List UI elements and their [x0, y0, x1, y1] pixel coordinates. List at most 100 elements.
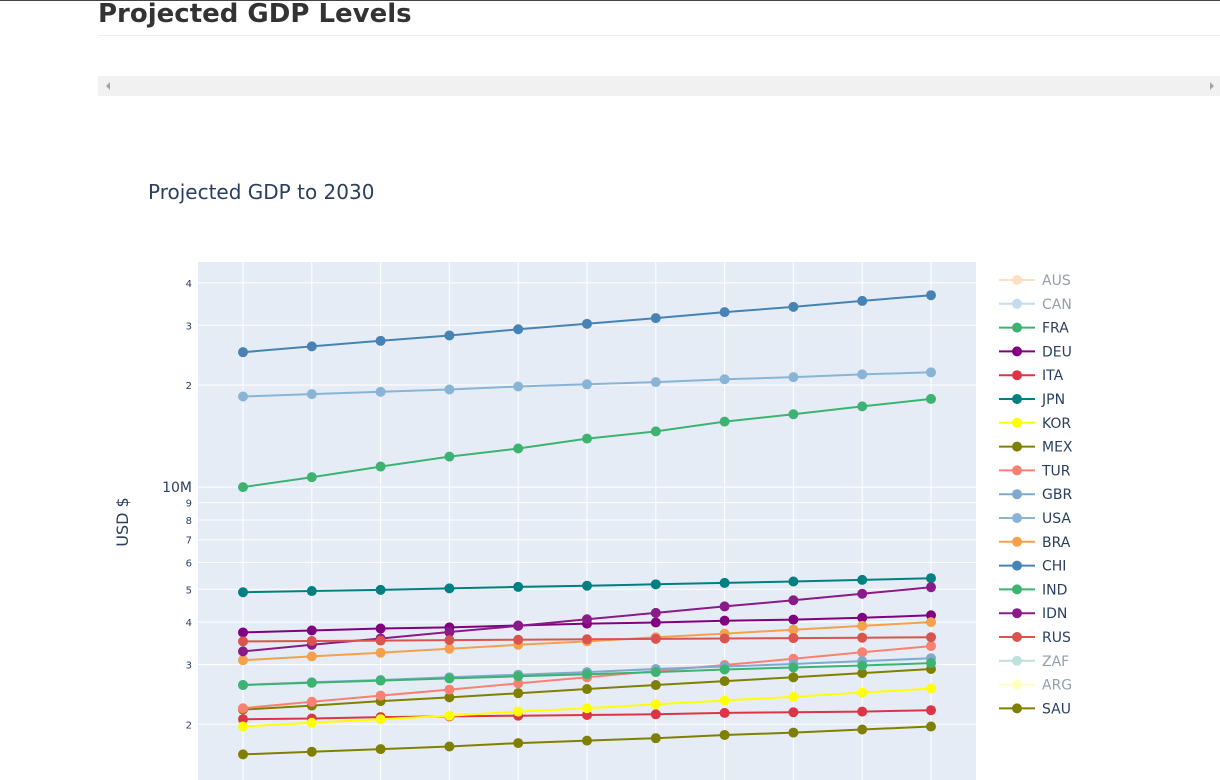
legend-label: DEU [1042, 344, 1072, 360]
legend-item[interactable]: AUS [999, 273, 1071, 289]
legend-label: ARG [1042, 678, 1072, 694]
legend-item[interactable]: USA [999, 511, 1071, 527]
data-point [582, 669, 592, 680]
data-point [650, 607, 661, 618]
scrollbar-track[interactable] [98, 76, 1220, 96]
y-tick-label: 4 [186, 618, 192, 629]
data-point [857, 647, 868, 658]
legend-item[interactable]: GBR [999, 487, 1072, 503]
legend-item[interactable]: ITA [999, 368, 1064, 384]
data-point [444, 627, 455, 638]
legend-label: ZAF [1042, 654, 1069, 670]
legend-item[interactable]: MEX [999, 440, 1073, 456]
legend-label: MEX [1042, 440, 1073, 456]
legend-swatch-dot [1012, 560, 1022, 571]
legend-item[interactable]: DEU [999, 344, 1072, 360]
legend-swatch-dot [1012, 655, 1022, 666]
data-point [857, 668, 868, 679]
legend-item[interactable]: ZAF [999, 654, 1069, 670]
data-point [238, 749, 248, 760]
legend-swatch-dot [1012, 346, 1022, 357]
legend-item[interactable]: CHI [999, 559, 1066, 575]
legend-label: BRA [1042, 535, 1071, 551]
data-point [513, 620, 524, 631]
legend-item[interactable]: IND [999, 582, 1067, 598]
legend-label: USA [1042, 511, 1071, 527]
legend-item[interactable]: SAU [999, 701, 1071, 717]
legend-label: RUS [1042, 630, 1071, 646]
data-point [306, 341, 317, 352]
data-point [306, 389, 317, 400]
y-tick-label: 3 [186, 661, 192, 672]
data-point [238, 703, 248, 714]
data-point [719, 695, 730, 706]
y-tick-label: 6 [186, 558, 192, 569]
data-point [513, 678, 524, 689]
data-point [444, 741, 455, 752]
legend-label: IND [1042, 582, 1067, 598]
data-point [238, 655, 248, 666]
data-point [650, 377, 661, 388]
data-point [375, 386, 386, 397]
y-tick-label: 8 [186, 516, 192, 527]
legend-item[interactable]: CAN [999, 297, 1072, 313]
legend-swatch-dot [1012, 322, 1022, 333]
legend[interactable]: AUS CAN FRA DEU ITA JPN KOR MEX TUR GBR USA BRA CHI I… [999, 273, 1073, 717]
data-point [926, 641, 936, 652]
legend-item[interactable]: RUS [999, 630, 1071, 646]
legend-item[interactable]: IDN [999, 606, 1067, 622]
data-point [375, 714, 386, 725]
data-point [788, 614, 799, 625]
legend-item[interactable]: BRA [999, 535, 1071, 551]
data-point [444, 583, 455, 594]
data-point [306, 746, 317, 757]
data-point [582, 703, 592, 714]
data-point [582, 634, 592, 645]
data-point [788, 372, 799, 383]
scroll-left[interactable] [106, 82, 110, 90]
data-point [238, 636, 248, 647]
data-point [857, 401, 868, 412]
legend-swatch-dot [1012, 632, 1022, 642]
data-point [857, 369, 868, 380]
legend-item[interactable]: JPN [999, 392, 1065, 408]
legend-swatch-dot [1012, 679, 1022, 690]
legend-item[interactable]: TUR [999, 463, 1071, 479]
data-point [650, 680, 661, 691]
data-point [513, 634, 524, 645]
legend-swatch-dot [1012, 536, 1022, 547]
data-point [444, 710, 455, 721]
legend-swatch-dot [1012, 608, 1022, 619]
data-point [444, 635, 455, 646]
data-point [650, 426, 661, 437]
data-point [582, 614, 592, 625]
legend-item[interactable]: KOR [999, 416, 1071, 432]
legend-label: JPN [1041, 392, 1065, 408]
data-point [788, 595, 799, 606]
data-point [788, 633, 799, 644]
scroll-right[interactable] [1210, 82, 1214, 90]
data-point [375, 690, 386, 701]
data-point [926, 658, 936, 669]
data-point [444, 330, 455, 341]
data-point [513, 738, 524, 749]
legend-label: CHI [1042, 559, 1066, 575]
data-point [857, 295, 868, 306]
data-point [582, 379, 592, 390]
data-point [238, 347, 248, 358]
data-point [788, 691, 799, 702]
y-tick-label: 9 [186, 499, 192, 510]
legend-item[interactable]: FRA [999, 321, 1069, 337]
legend-item[interactable]: ARG [999, 678, 1072, 694]
data-point [513, 688, 524, 699]
data-point [582, 318, 592, 329]
data-point [582, 684, 592, 695]
scrollbar[interactable] [98, 76, 1220, 96]
data-point [513, 324, 524, 335]
data-point [857, 687, 868, 698]
data-point [926, 617, 936, 628]
data-point [857, 620, 868, 631]
y-axis-title: USD $ [113, 497, 132, 546]
data-point [375, 335, 386, 346]
